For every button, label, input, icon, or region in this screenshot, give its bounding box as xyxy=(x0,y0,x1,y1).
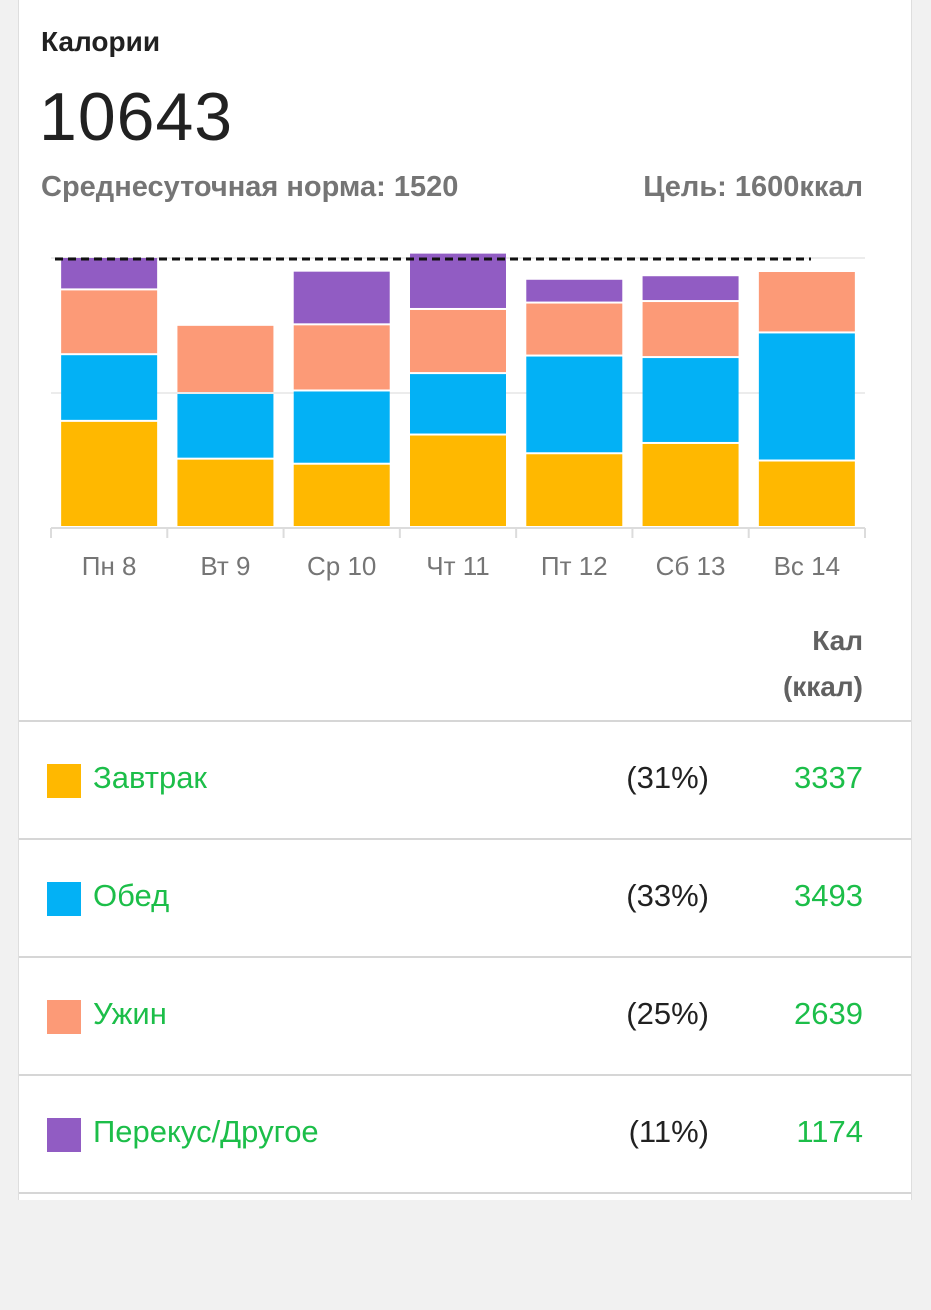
column-header-line1: Кал xyxy=(812,625,863,656)
bar-segment[interactable] xyxy=(293,271,390,324)
meal-kcal: 2639 xyxy=(794,996,863,1031)
bar-segment[interactable] xyxy=(642,276,739,301)
meal-label: Ужин xyxy=(93,996,167,1031)
bar-segment[interactable] xyxy=(526,303,623,355)
bar-segment[interactable] xyxy=(177,459,274,526)
card-title: Калории xyxy=(41,26,161,57)
x-tick-label: Вс 14 xyxy=(774,551,841,581)
meal-kcal: 3493 xyxy=(794,878,863,913)
bar-segment[interactable] xyxy=(642,443,739,526)
meal-percent: (31%) xyxy=(626,760,709,795)
meal-percent: (25%) xyxy=(626,996,709,1031)
bar-segment[interactable] xyxy=(410,253,506,308)
daily-average: Среднесуточная норма: 1520 xyxy=(41,171,459,203)
bar-segment[interactable] xyxy=(61,421,158,526)
calories-bar-chart[interactable]: Пн 8 Вт 9 Ср 10 Чт 11 Пт 12 Сб 13 Вс 14 xyxy=(19,240,913,590)
meal-kcal: 1174 xyxy=(796,1114,863,1149)
meal-label: Обед xyxy=(93,878,170,913)
x-tick-label: Ср 10 xyxy=(307,551,376,581)
breakfast-color-swatch xyxy=(47,764,81,798)
bar-segment[interactable] xyxy=(758,272,855,332)
bar-segment[interactable] xyxy=(410,435,506,526)
bar-segment[interactable] xyxy=(293,391,390,463)
meal-percent: (11%) xyxy=(628,1114,709,1149)
snack-color-swatch xyxy=(47,1118,81,1152)
bar-segment[interactable] xyxy=(410,309,506,373)
meal-label: Перекус/Другое xyxy=(93,1114,319,1149)
x-tick-label: Чт 11 xyxy=(426,551,489,581)
meal-row-lunch[interactable]: Обед (33%) 3493 xyxy=(19,838,911,956)
bar-segment[interactable] xyxy=(758,333,855,460)
meal-row-dinner[interactable]: Ужин (25%) 2639 xyxy=(19,956,911,1074)
column-header-line2: (ккал) xyxy=(782,671,863,702)
meal-row-snack[interactable]: Перекус/Другое (11%) 1174 xyxy=(19,1074,911,1192)
meal-row-breakfast[interactable]: Завтрак (31%) 3337 xyxy=(19,720,911,838)
lunch-color-swatch xyxy=(47,882,81,916)
bar-segment[interactable] xyxy=(642,358,739,442)
meal-breakdown-list: Завтрак (31%) 3337 Обед (33%) 3493 Ужин … xyxy=(19,720,911,1310)
bar-segment[interactable] xyxy=(642,302,739,357)
x-tick-label: Пн 8 xyxy=(82,551,137,581)
x-tick-label: Вт 9 xyxy=(200,551,250,581)
bar-segment[interactable] xyxy=(758,461,855,526)
bar-segment[interactable] xyxy=(293,464,390,526)
dinner-color-swatch xyxy=(47,1000,81,1034)
meal-percent: (33%) xyxy=(626,878,709,913)
bar-segment[interactable] xyxy=(526,356,623,453)
bar-segment[interactable] xyxy=(293,325,390,390)
bar-segment[interactable] xyxy=(61,290,158,354)
meal-row-divider xyxy=(19,1192,911,1310)
bar-segment[interactable] xyxy=(177,394,274,458)
bar-segment[interactable] xyxy=(526,454,623,526)
goal-label: Цель: 1600ккал xyxy=(643,171,863,203)
bar-segment[interactable] xyxy=(61,355,158,420)
bar-segment[interactable] xyxy=(410,374,506,434)
meal-label: Завтрак xyxy=(93,760,207,795)
meal-kcal: 3337 xyxy=(794,760,863,795)
x-tick-label: Пт 12 xyxy=(541,551,608,581)
bar-segment[interactable] xyxy=(526,279,623,302)
column-header-kcal: Кал (ккал) xyxy=(703,618,863,710)
bar-segment[interactable] xyxy=(61,258,158,289)
calories-card: Калории 10643 Среднесуточная норма: 1520… xyxy=(18,0,912,1200)
x-tick-label: Сб 13 xyxy=(656,551,726,581)
bar-segment[interactable] xyxy=(177,325,274,393)
total-calories: 10643 xyxy=(39,79,234,155)
